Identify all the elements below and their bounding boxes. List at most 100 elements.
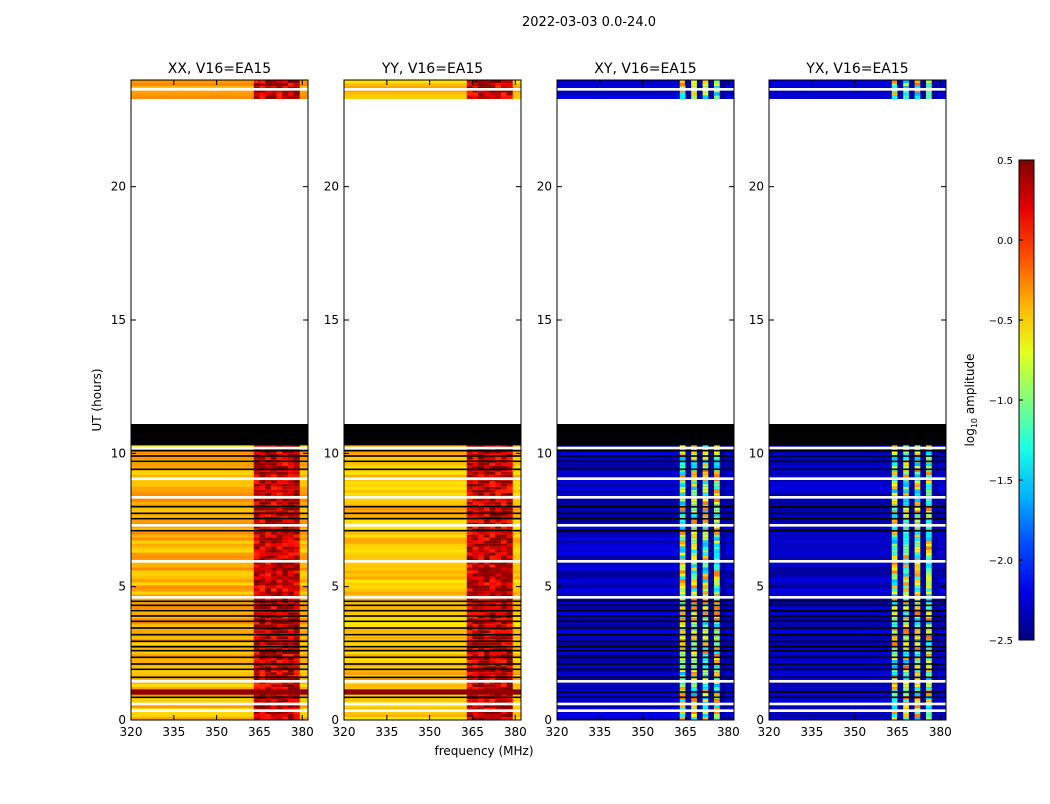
heatmap-cell xyxy=(495,681,502,685)
heatmap-cell xyxy=(914,513,921,517)
heatmap-row xyxy=(557,672,734,676)
heatmap-cell xyxy=(501,570,508,574)
heatmap-cell xyxy=(483,540,490,544)
heatmap-row xyxy=(131,678,308,682)
heatmap-cell xyxy=(903,450,910,455)
heatmap-cell xyxy=(501,630,508,634)
flagged-row xyxy=(344,517,521,520)
heatmap-cell xyxy=(931,657,938,661)
heatmap-row xyxy=(344,465,521,470)
gap-row xyxy=(344,446,521,450)
heatmap-cell xyxy=(253,86,260,90)
heatmap-cell xyxy=(685,711,692,715)
heatmap-cell xyxy=(702,672,709,676)
heatmap-cell xyxy=(501,627,508,631)
heatmap-cell xyxy=(466,444,473,449)
heatmap-cell xyxy=(920,693,927,697)
heatmap-cell xyxy=(276,447,283,452)
heatmap-cell xyxy=(708,666,715,670)
heatmap-cell xyxy=(506,86,513,90)
heatmap-cell xyxy=(897,80,904,84)
heatmap-cell xyxy=(926,699,933,703)
flagged-row xyxy=(557,656,734,659)
heatmap-row xyxy=(769,687,946,691)
heatmap-cell xyxy=(708,474,715,479)
heatmap-cell xyxy=(495,567,502,571)
heatmap-cell xyxy=(920,684,927,688)
heatmap-cell xyxy=(908,525,915,529)
heatmap-cell xyxy=(897,597,904,601)
heatmap-row xyxy=(557,83,734,87)
heatmap-cell xyxy=(466,621,473,625)
heatmap-cell xyxy=(501,588,508,592)
heatmap-cell xyxy=(897,462,904,467)
heatmap-cell xyxy=(897,570,904,574)
heatmap-cell xyxy=(691,489,698,494)
heatmap-cell xyxy=(897,86,904,90)
heatmap-cell xyxy=(903,537,910,541)
heatmap-cell xyxy=(276,618,283,622)
heatmap-cell xyxy=(696,462,703,467)
heatmap-cell xyxy=(506,450,513,455)
heatmap-row xyxy=(769,588,946,592)
heatmap-cell xyxy=(282,618,289,622)
heatmap-cell xyxy=(891,465,898,470)
heatmap-cell xyxy=(903,576,910,580)
heatmap-cell xyxy=(293,576,300,580)
heatmap-cell xyxy=(466,549,473,553)
heatmap-row xyxy=(131,669,308,673)
heatmap-cell xyxy=(506,642,513,646)
gap-row xyxy=(769,524,946,527)
heatmap-cell xyxy=(679,666,686,670)
flagged-row xyxy=(131,640,308,643)
heatmap-cell xyxy=(288,465,295,470)
heatmap-cell xyxy=(265,531,272,535)
heatmap-cell xyxy=(719,561,726,565)
heatmap-cell xyxy=(288,612,295,616)
heatmap-cell xyxy=(466,657,473,661)
heatmap-row xyxy=(769,573,946,577)
heatmap-cell xyxy=(891,444,898,449)
heatmap-row xyxy=(131,627,308,631)
heatmap-cell xyxy=(282,543,289,547)
heatmap-cell xyxy=(920,618,927,622)
heatmap-cell xyxy=(702,678,709,682)
heatmap-cell xyxy=(253,693,260,697)
flagged-row xyxy=(344,627,521,629)
heatmap-cell xyxy=(478,657,485,661)
heatmap-cell xyxy=(501,480,508,485)
heatmap-cell xyxy=(891,456,898,461)
heatmap-cell xyxy=(282,642,289,646)
heatmap-cell xyxy=(293,507,300,512)
heatmap-cell xyxy=(276,519,283,523)
flagged-block xyxy=(557,424,734,446)
heatmap-cell xyxy=(265,89,272,93)
y-tick-label: 20 xyxy=(537,180,552,194)
heatmap-row xyxy=(131,612,308,616)
heatmap-cell xyxy=(719,576,726,580)
heatmap-row xyxy=(131,95,308,99)
heatmap-cell xyxy=(926,480,933,485)
heatmap-cell xyxy=(265,597,272,601)
heatmap-cell xyxy=(914,95,921,99)
heatmap-cell xyxy=(276,549,283,553)
heatmap-cell xyxy=(708,570,715,574)
heatmap-cell xyxy=(506,83,513,87)
heatmap-cell xyxy=(691,615,698,619)
heatmap-cell xyxy=(293,447,300,452)
heatmap-cell xyxy=(466,576,473,580)
heatmap-row xyxy=(344,474,521,479)
flagged-row xyxy=(344,649,521,652)
heatmap-cell xyxy=(691,612,698,616)
heatmap-cell xyxy=(253,89,260,93)
heatmap-cell xyxy=(691,651,698,655)
heatmap-cell xyxy=(259,588,266,592)
heatmap-cell xyxy=(679,486,686,491)
heatmap-cell xyxy=(679,579,686,583)
heatmap-cell xyxy=(478,513,485,517)
heatmap-cell xyxy=(679,546,686,550)
heatmap-cell xyxy=(501,465,508,470)
heatmap-cell xyxy=(276,525,283,529)
heatmap-row xyxy=(131,513,308,517)
heatmap-cell xyxy=(495,483,502,488)
